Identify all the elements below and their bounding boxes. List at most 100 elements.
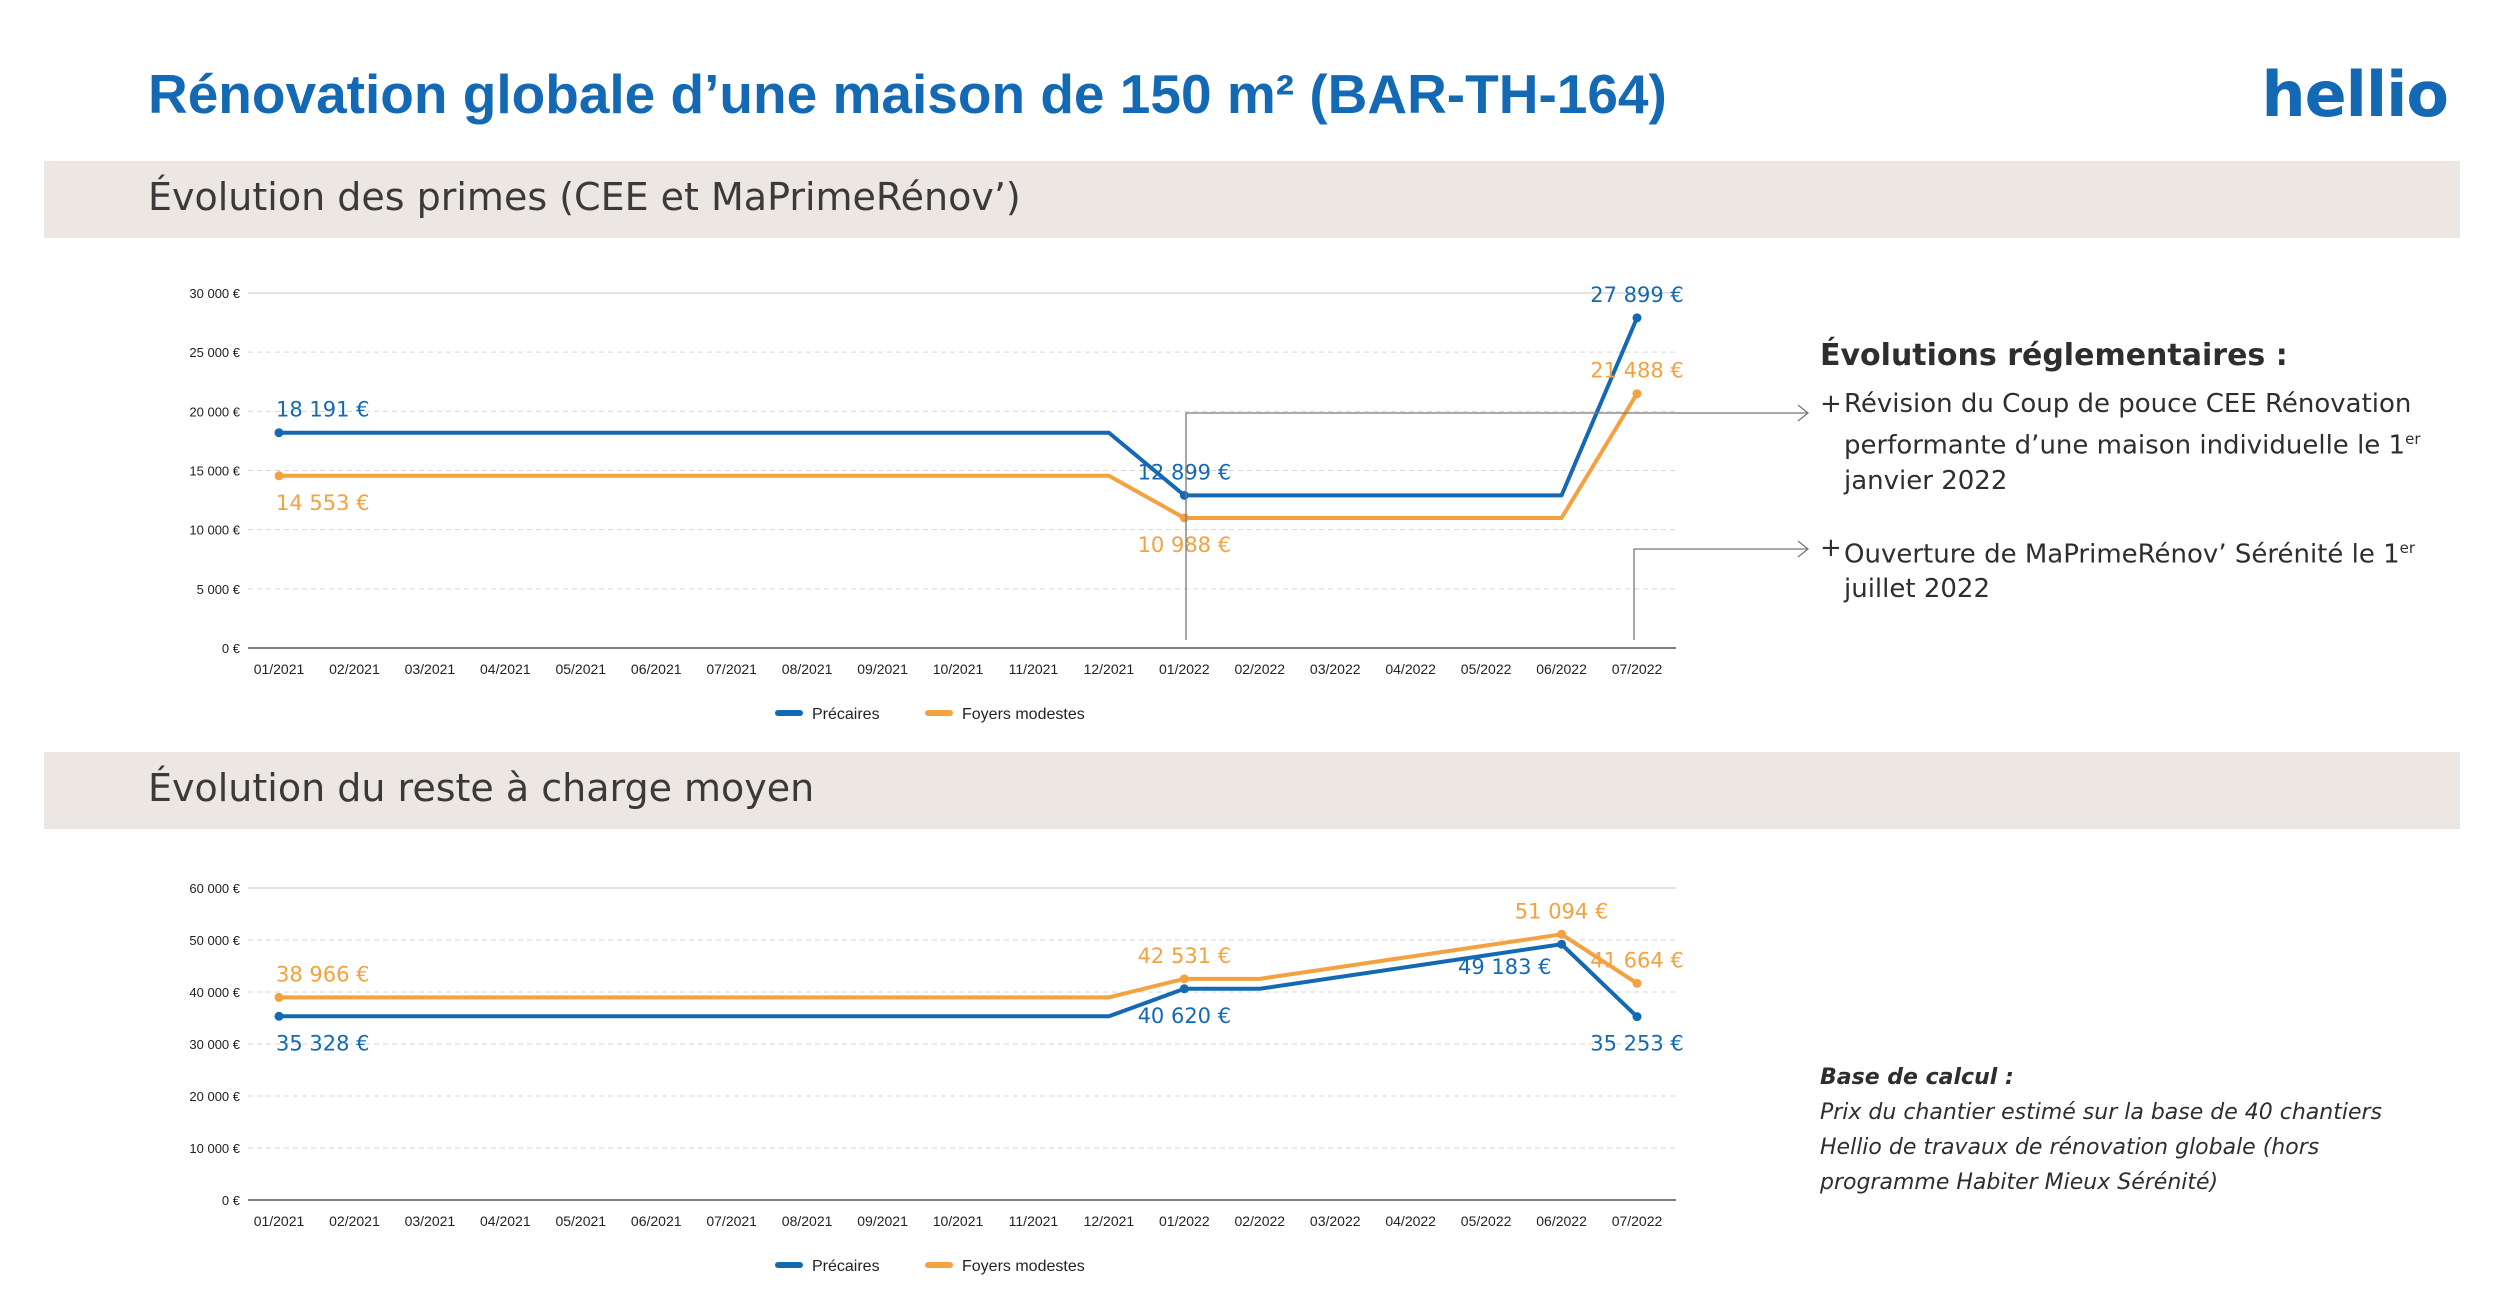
x-tick-label: 05/2021 <box>555 1213 606 1229</box>
x-tick-label: 02/2022 <box>1234 1213 1285 1229</box>
y-tick-label: 15 000 € <box>189 464 240 479</box>
x-tick-label: 09/2021 <box>857 661 908 677</box>
calculation-basis: Base de calcul : Prix du chantier estimé… <box>1820 1060 2420 1200</box>
data-point <box>1557 929 1567 939</box>
hellio-logo: hellio <box>2261 58 2449 131</box>
data-label: 21 488 € <box>1590 359 1684 383</box>
y-tick-label: 10 000 € <box>189 1141 240 1156</box>
data-point <box>1557 939 1567 949</box>
regulatory-item-sup: er <box>2399 538 2416 557</box>
data-point <box>1179 513 1189 523</box>
data-label: 40 620 € <box>1138 1004 1232 1028</box>
data-label: 14 553 € <box>276 491 370 515</box>
x-tick-label: 12/2021 <box>1084 1213 1135 1229</box>
data-point <box>1179 984 1189 994</box>
series-line-1 <box>277 932 1639 1000</box>
section-reste-title: Évolution du reste à charge moyen <box>148 766 815 810</box>
data-point <box>1632 978 1642 988</box>
y-tick-label: 0 € <box>222 641 241 656</box>
x-tick-label: 04/2021 <box>480 661 531 677</box>
x-tick-label: 03/2021 <box>405 661 456 677</box>
legend-label: Foyers modestes <box>962 706 1085 723</box>
data-label: 27 899 € <box>1590 283 1684 307</box>
x-tick-label: 07/2021 <box>706 1213 757 1229</box>
y-tick-label: 50 000 € <box>189 933 240 948</box>
reste-chart: 0 € 10 000 € 20 000 € 30 000 € 40 000 € 50 00… <box>189 881 1684 1275</box>
data-label: 35 253 € <box>1590 1032 1684 1056</box>
x-tick-label: 01/2021 <box>254 661 305 677</box>
y-tick-label: 30 000 € <box>189 286 240 301</box>
x-tick-label: 07/2022 <box>1612 1213 1663 1229</box>
y-tick-label: 20 000 € <box>189 404 240 419</box>
data-label: 42 531 € <box>1138 944 1232 968</box>
x-tick-label: 11/2021 <box>1009 661 1059 677</box>
callout-arrowhead <box>1797 404 1810 422</box>
legend-label: Précaires <box>812 1258 880 1275</box>
regulatory-item-text-end: janvier 2022 <box>1844 465 2008 496</box>
x-tick-label: 02/2022 <box>1234 661 1285 677</box>
x-tick-label: 06/2022 <box>1536 1213 1587 1229</box>
regulatory-changes: Évolutions réglementaires : + Révision d… <box>1820 338 2460 607</box>
x-tick-label: 10/2021 <box>933 661 984 677</box>
regulatory-item-text-end: juillet 2022 <box>1844 574 1990 605</box>
data-point <box>1632 389 1642 399</box>
data-point <box>274 471 284 481</box>
calculation-basis-title: Base de calcul : <box>1820 1065 2014 1090</box>
x-tick-label: 09/2021 <box>857 1213 908 1229</box>
section-reste-header: Évolution du reste à charge moyen <box>44 752 2460 829</box>
x-tick-label: 05/2021 <box>555 661 606 677</box>
regulatory-item-mpr: + Ouverture de MaPrimeRénov’ Sérénité le… <box>1820 531 2460 608</box>
x-tick-label: 08/2021 <box>782 661 833 677</box>
x-tick-label: 07/2021 <box>706 661 757 677</box>
primes-chart: 0 € 5 000 € 10 000 € 15 000 € 20 000 € 25 000… <box>189 283 1684 723</box>
x-tick-label: 10/2021 <box>933 1213 984 1229</box>
x-tick-label: 03/2022 <box>1310 1213 1361 1229</box>
y-tick-label: 5 000 € <box>197 582 241 597</box>
x-tick-label: 06/2021 <box>631 1213 682 1229</box>
data-point <box>1179 490 1189 500</box>
section-primes-title: Évolution des primes (CEE et MaPrimeRéno… <box>148 175 1021 219</box>
x-tick-label: 11/2021 <box>1009 1213 1059 1229</box>
x-tick-label: 06/2021 <box>631 661 682 677</box>
data-point <box>274 992 284 1002</box>
legend-label: Précaires <box>812 706 880 723</box>
series-line-1 <box>277 391 1639 520</box>
data-label: 18 191 € <box>276 398 370 422</box>
legend-label: Foyers modestes <box>962 1258 1085 1275</box>
data-label: 12 899 € <box>1138 460 1232 484</box>
x-tick-label: 02/2021 <box>329 661 380 677</box>
x-tick-label: 04/2022 <box>1385 661 1436 677</box>
y-tick-label: 25 000 € <box>189 345 240 360</box>
x-tick-label: 06/2022 <box>1536 661 1587 677</box>
x-tick-label: 05/2022 <box>1461 1213 1512 1229</box>
x-tick-label: 01/2022 <box>1159 661 1210 677</box>
data-label: 38 966 € <box>276 962 370 986</box>
data-point <box>1179 974 1189 984</box>
data-label: 35 328 € <box>276 1031 370 1055</box>
x-tick-label: 02/2021 <box>329 1213 380 1229</box>
calculation-basis-text: Prix du chantier estimé sur la base de 4… <box>1820 1100 2382 1195</box>
x-tick-label: 01/2021 <box>254 1213 305 1229</box>
y-tick-label: 30 000 € <box>189 1037 240 1052</box>
callout-arrowhead <box>1797 540 1810 558</box>
y-tick-label: 0 € <box>222 1193 241 1208</box>
y-tick-label: 10 000 € <box>189 523 240 538</box>
x-tick-label: 04/2022 <box>1385 1213 1436 1229</box>
regulatory-title: Évolutions réglementaires : <box>1820 338 2288 373</box>
data-label: 41 664 € <box>1590 948 1684 972</box>
section-primes-header: Évolution des primes (CEE et MaPrimeRéno… <box>44 161 2460 238</box>
x-tick-label: 01/2022 <box>1159 1213 1210 1229</box>
series-line-0 <box>277 942 1639 1019</box>
plus-marker: + <box>1820 532 1842 563</box>
series-line-0 <box>277 315 1639 498</box>
x-tick-label: 05/2022 <box>1461 661 1512 677</box>
regulatory-item-sup: er <box>2405 430 2421 448</box>
y-tick-label: 40 000 € <box>189 985 240 1000</box>
regulatory-item-text-main: Ouverture de MaPrimeRénov’ Sérénité le 1 <box>1844 539 2400 570</box>
regulatory-item-cee: + Révision du Coup de pouce CEE Rénovati… <box>1820 387 2460 499</box>
data-point <box>274 428 284 438</box>
data-point <box>1632 1012 1642 1022</box>
x-tick-label: 07/2022 <box>1612 661 1663 677</box>
regulatory-item-text-main: Révision du Coup de pouce CEE Rénovation… <box>1844 389 2412 461</box>
x-tick-label: 03/2022 <box>1310 661 1361 677</box>
